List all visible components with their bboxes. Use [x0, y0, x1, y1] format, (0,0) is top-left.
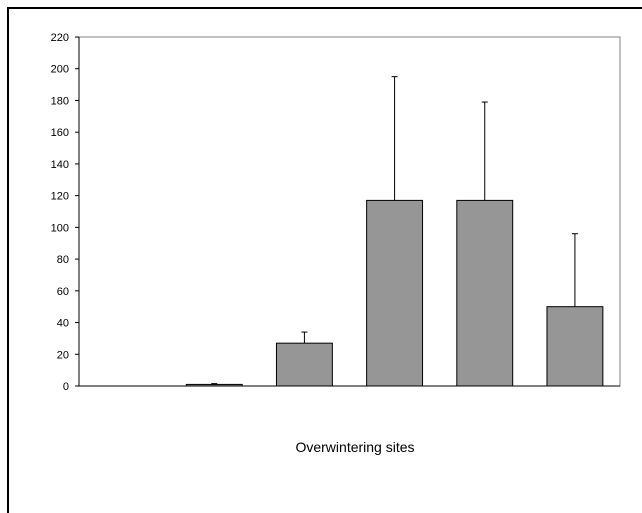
- y-tick-label: 40: [57, 318, 69, 330]
- y-tick-label: 140: [51, 159, 69, 171]
- y-tick-label: 100: [51, 222, 69, 234]
- chart-frame: [7, 7, 642, 513]
- y-axis-ticks: 0 20 40 60 80 100 120 140 160 180 200 220: [51, 32, 79, 393]
- bar: [185, 383, 243, 387]
- y-tick-label: 60: [57, 286, 69, 298]
- y-tick-label: 120: [51, 191, 69, 203]
- bar: [366, 199, 424, 387]
- bar: [546, 306, 604, 387]
- y-tick-label: 20: [57, 349, 69, 361]
- y-tick-label: 80: [57, 254, 69, 266]
- y-tick-label: 0: [63, 381, 69, 393]
- plot-area: [78, 36, 621, 387]
- y-tick-label: 180: [51, 95, 69, 107]
- y-tick-label: 220: [51, 32, 69, 44]
- error-bars: [211, 76, 578, 385]
- y-tick-label: 200: [51, 64, 69, 76]
- bar-series: [185, 199, 604, 387]
- bar: [275, 342, 333, 387]
- x-axis-label: Overwintering sites: [295, 439, 414, 455]
- bar: [456, 199, 514, 387]
- y-tick-label: 160: [51, 127, 69, 139]
